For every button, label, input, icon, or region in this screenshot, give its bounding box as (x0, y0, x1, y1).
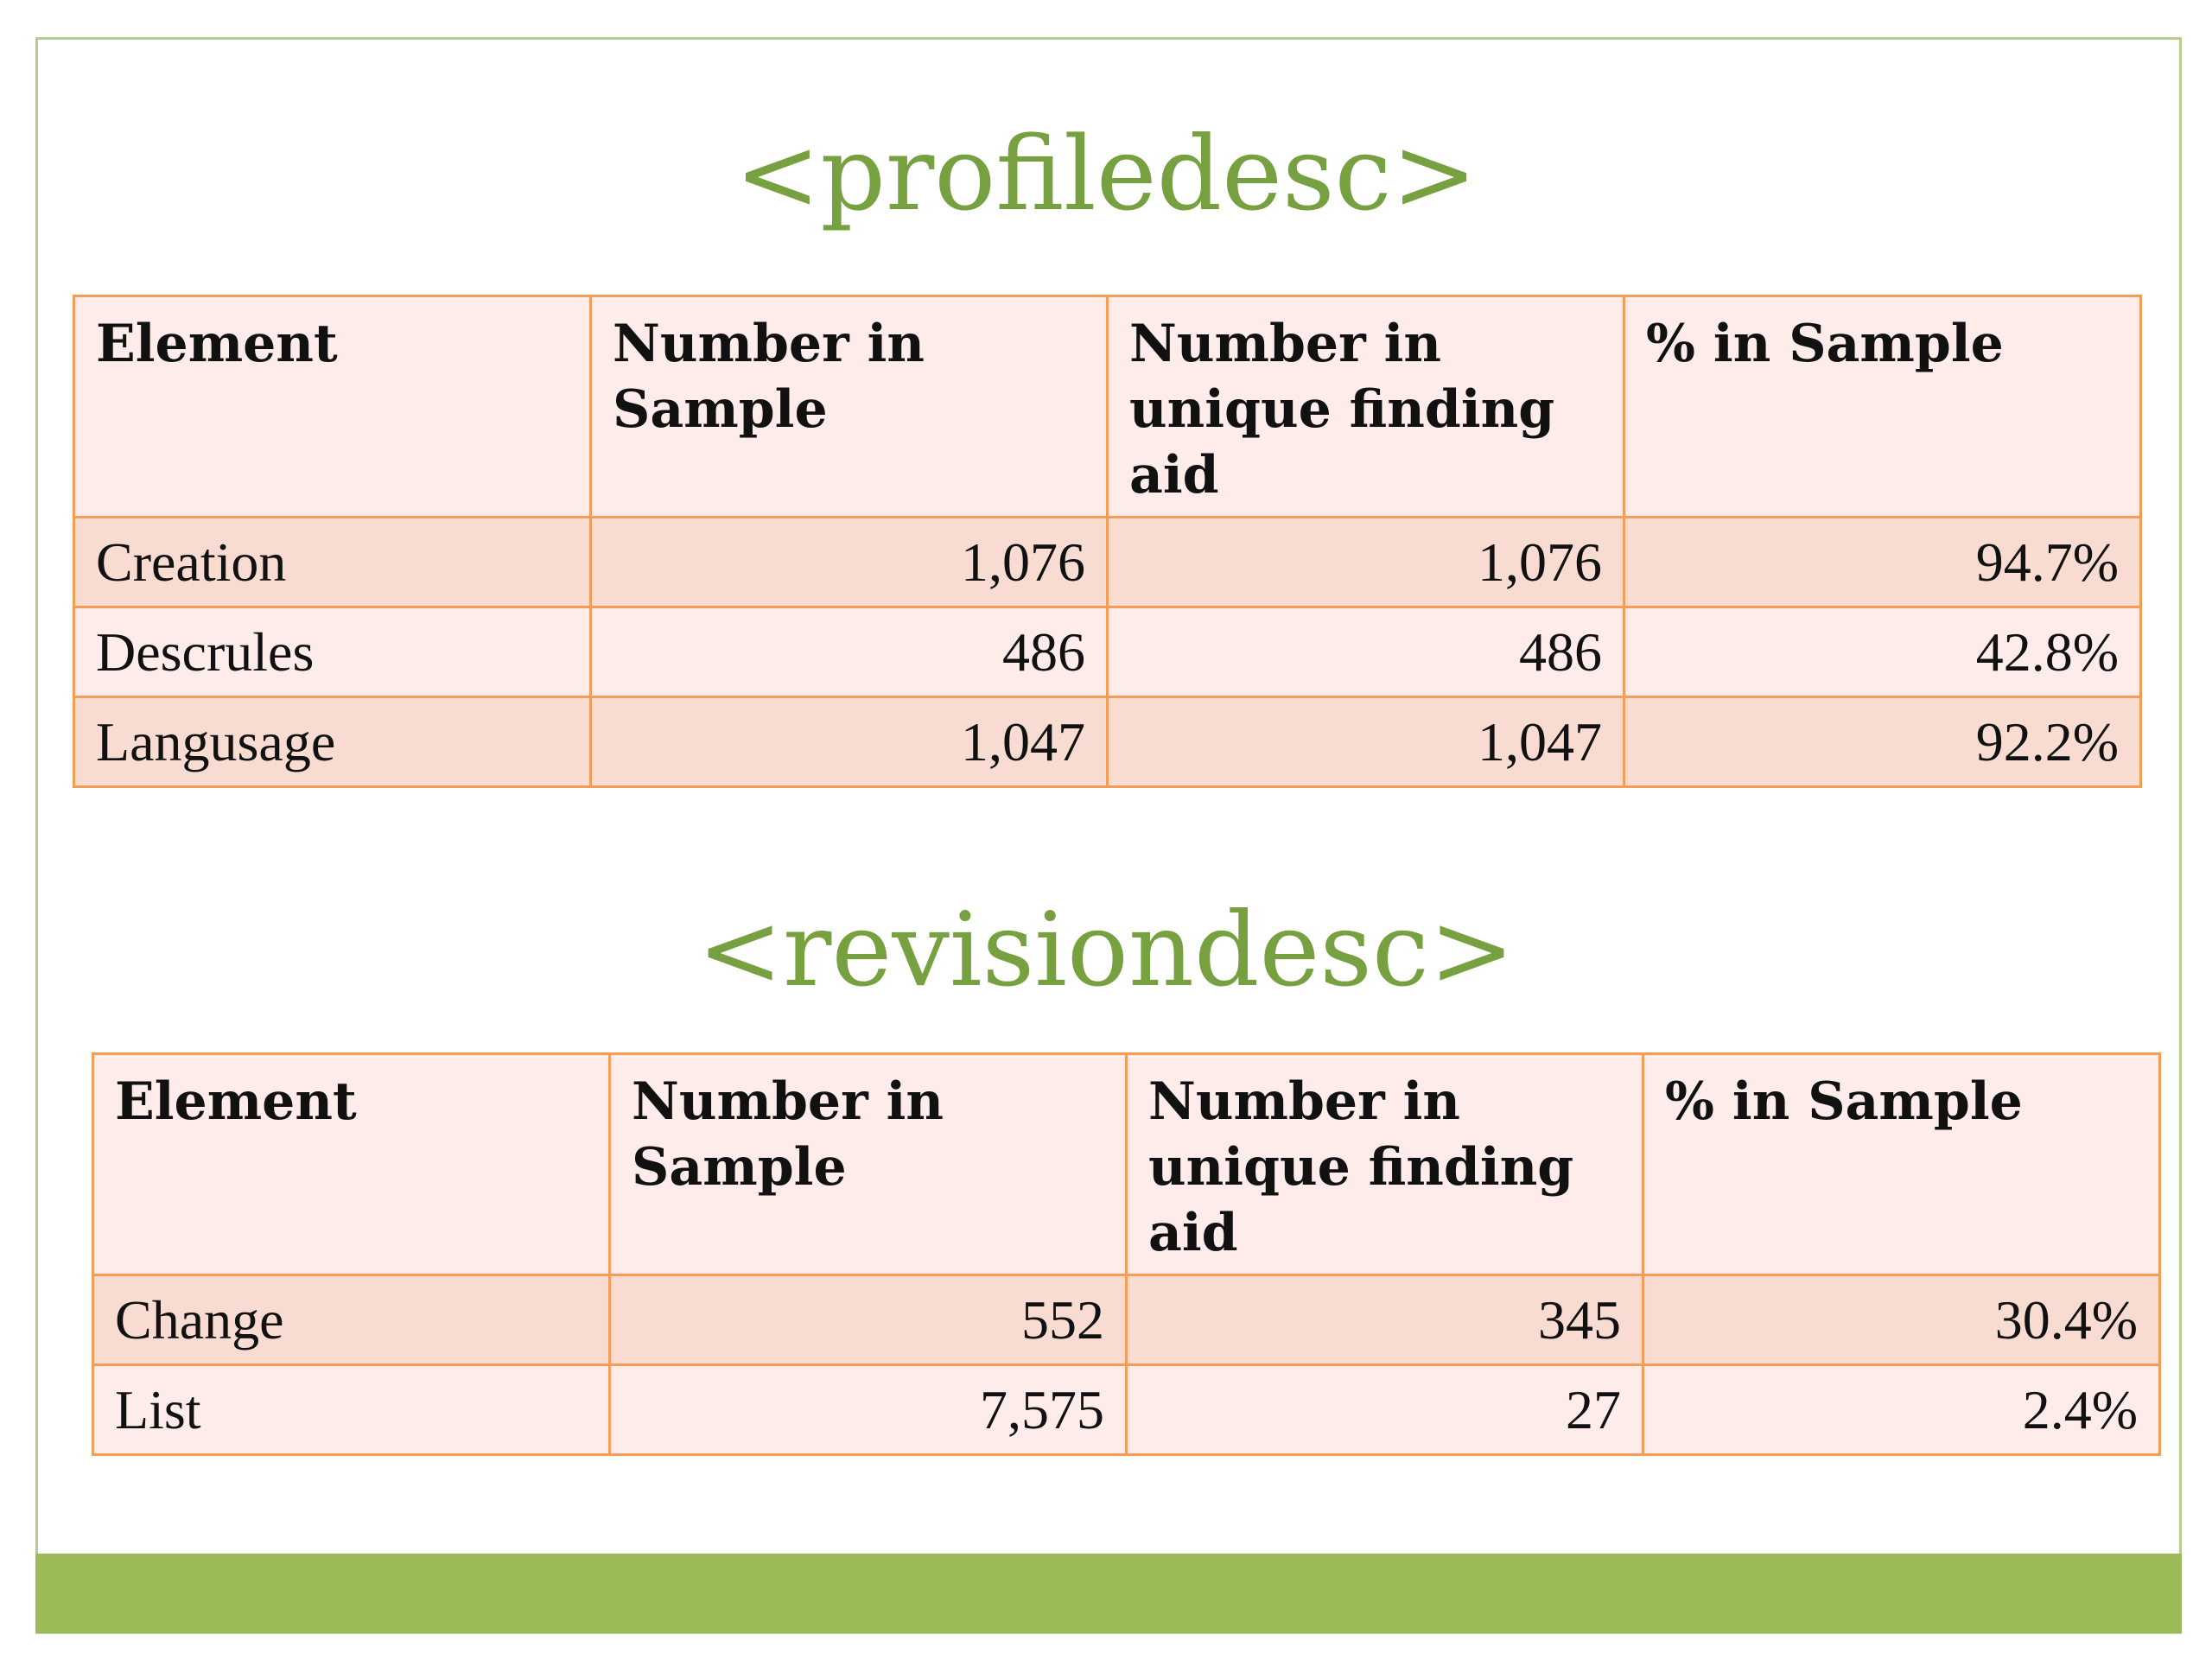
header-number-in-unique: Number in unique finding aid (1106, 295, 1625, 518)
table-header-row: Element Number in Sample Number in uniqu… (92, 1052, 2161, 1276)
table-row: List 7,575 27 2.4% (92, 1363, 2161, 1456)
profiledesc-table: Element Number in Sample Number in uniqu… (73, 295, 2142, 788)
header-pct-in-sample: % in Sample (1642, 1052, 2161, 1276)
header-element: Element (73, 295, 592, 518)
footer-bar (35, 1554, 2182, 1633)
table-row: Change 552 345 30.4% (92, 1274, 2161, 1366)
table-header-row: Element Number in Sample Number in uniqu… (73, 295, 2142, 518)
cell-pct-in-sample: 92.2% (1623, 696, 2142, 788)
header-element: Element (92, 1052, 611, 1276)
cell-pct-in-sample: 30.4% (1642, 1274, 2161, 1366)
cell-number-in-sample: 1,047 (589, 696, 1109, 788)
cell-number-in-sample: 7,575 (608, 1363, 1128, 1456)
table-row: Langusage 1,047 1,047 92.2% (73, 696, 2142, 788)
revisiondesc-title: <revisiondesc> (697, 890, 1515, 1009)
cell-number-in-unique: 345 (1125, 1274, 1644, 1366)
table-row: Descrules 486 486 42.8% (73, 606, 2142, 698)
cell-number-in-sample: 1,076 (589, 516, 1109, 608)
cell-number-in-unique: 1,076 (1106, 516, 1625, 608)
header-pct-in-sample: % in Sample (1623, 295, 2142, 518)
cell-pct-in-sample: 42.8% (1623, 606, 2142, 698)
cell-number-in-sample: 486 (589, 606, 1109, 698)
profiledesc-title: <profiledesc> (734, 114, 1478, 233)
header-number-in-unique: Number in unique finding aid (1125, 1052, 1644, 1276)
cell-element: Langusage (73, 696, 592, 788)
cell-number-in-unique: 1,047 (1106, 696, 1625, 788)
cell-number-in-unique: 486 (1106, 606, 1625, 698)
header-number-in-sample: Number in Sample (589, 295, 1109, 518)
cell-element: Creation (73, 516, 592, 608)
header-number-in-sample: Number in Sample (608, 1052, 1128, 1276)
cell-element: Descrules (73, 606, 592, 698)
table-row: Creation 1,076 1,076 94.7% (73, 516, 2142, 608)
cell-pct-in-sample: 94.7% (1623, 516, 2142, 608)
cell-element: Change (92, 1274, 611, 1366)
revisiondesc-table: Element Number in Sample Number in uniqu… (92, 1052, 2161, 1456)
cell-pct-in-sample: 2.4% (1642, 1363, 2161, 1456)
cell-number-in-unique: 27 (1125, 1363, 1644, 1456)
cell-number-in-sample: 552 (608, 1274, 1128, 1366)
cell-element: List (92, 1363, 611, 1456)
